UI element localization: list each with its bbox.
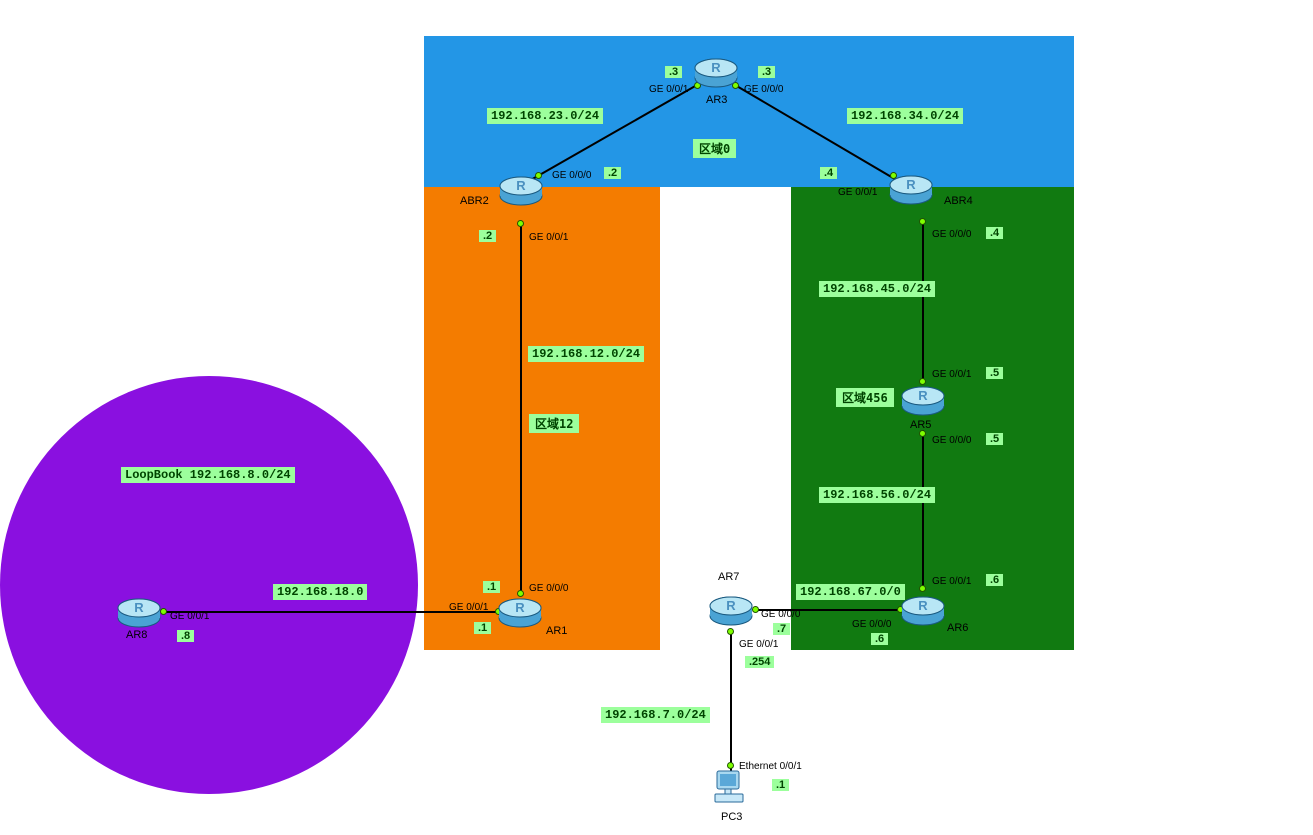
h-ar6-t: .6 (986, 574, 1003, 586)
h-ar1-l: .1 (474, 622, 491, 634)
svg-text:R: R (516, 178, 526, 193)
h-ar8-r: .8 (177, 630, 194, 642)
if-ar8-r: GE 0/0/1 (170, 611, 209, 622)
if-ar5-t: GE 0/0/1 (932, 369, 971, 380)
area0-label: 区域0 (693, 139, 736, 158)
if-ar6-l: GE 0/0/0 (852, 619, 891, 630)
router-ar1[interactable]: R (497, 592, 543, 628)
if-abr4-b: GE 0/0/0 (932, 229, 971, 240)
label-pc3: PC3 (721, 811, 742, 823)
dot-abr2-bot (517, 220, 524, 227)
router-ar8[interactable]: R (116, 592, 162, 628)
area456-label: 区域456 (836, 388, 894, 407)
label-abr4: ABR4 (944, 195, 973, 207)
h-abr2-t: .2 (604, 167, 621, 179)
net-7: 192.168.7.0/24 (601, 707, 710, 723)
if-ar6-t: GE 0/0/1 (932, 576, 971, 587)
h-ar3-r: .3 (758, 66, 775, 78)
label-ar7: AR7 (718, 571, 739, 583)
router-ar6[interactable]: R (900, 590, 946, 626)
svg-text:R: R (918, 598, 928, 613)
if-abr2-t: GE 0/0/0 (552, 170, 591, 181)
h-ar5-t: .5 (986, 367, 1003, 379)
svg-text:R: R (918, 388, 928, 403)
router-ar5[interactable]: R (900, 380, 946, 416)
dot-ar5-bot (919, 430, 926, 437)
svg-text:R: R (134, 600, 144, 615)
loop-label: LoopBook 192.168.8.0/24 (121, 467, 295, 483)
net-56: 192.168.56.0/24 (819, 487, 935, 503)
net-45: 192.168.45.0/24 (819, 281, 935, 297)
svg-text:R: R (711, 60, 721, 75)
dot-ar7-bot (727, 628, 734, 635)
h-ar1-t: .1 (483, 581, 500, 593)
dot-abr4-bot (919, 218, 926, 225)
net-23: 192.168.23.0/24 (487, 108, 603, 124)
net-34: 192.168.34.0/24 (847, 108, 963, 124)
if-abr4-t: GE 0/0/1 (838, 187, 877, 198)
label-ar8: AR8 (126, 629, 147, 641)
h-abr2-b: .2 (479, 230, 496, 242)
label-ar1: AR1 (546, 625, 567, 637)
label-abr2: ABR2 (460, 195, 489, 207)
if-ar5-b: GE 0/0/0 (932, 435, 971, 446)
if-ar3-l: GE 0/0/1 (649, 84, 688, 95)
if-ar3-r: GE 0/0/0 (744, 84, 783, 95)
h-abr4-b: .4 (986, 227, 1003, 239)
router-ar7[interactable]: R (708, 590, 754, 626)
if-ar7-b: GE 0/0/1 (739, 639, 778, 650)
h-ar3-l: .3 (665, 66, 682, 78)
label-ar6: AR6 (947, 622, 968, 634)
pc-pc3[interactable] (711, 767, 751, 807)
router-abr2[interactable]: R (498, 170, 544, 206)
if-pc3-t: Ethernet 0/0/1 (739, 761, 802, 772)
router-ar3[interactable]: R (693, 52, 739, 88)
svg-text:R: R (515, 600, 525, 615)
router-abr4[interactable]: R (888, 169, 934, 205)
h-ar6-l: .6 (871, 633, 888, 645)
net-12: 192.168.12.0/24 (528, 346, 644, 362)
if-ar1-t: GE 0/0/0 (529, 583, 568, 594)
h-ar7-r: .7 (773, 623, 790, 635)
if-ar1-l: GE 0/0/1 (449, 602, 488, 613)
label-ar5: AR5 (910, 419, 931, 431)
net-18: 192.168.18.0 (273, 584, 367, 600)
if-ar7-r: GE 0/0/0 (761, 609, 800, 620)
h-abr4-t: .4 (820, 167, 837, 179)
svg-text:R: R (906, 177, 916, 192)
h-ar5-b: .5 (986, 433, 1003, 445)
label-ar3: AR3 (706, 94, 727, 106)
net-67: 192.168.67.0/0 (796, 584, 905, 600)
h-ar7-b: .254 (745, 656, 774, 668)
h-pc3-t: .1 (772, 779, 789, 791)
area12-label: 区域12 (529, 414, 579, 433)
if-abr2-b: GE 0/0/1 (529, 232, 568, 243)
svg-text:R: R (726, 598, 736, 613)
